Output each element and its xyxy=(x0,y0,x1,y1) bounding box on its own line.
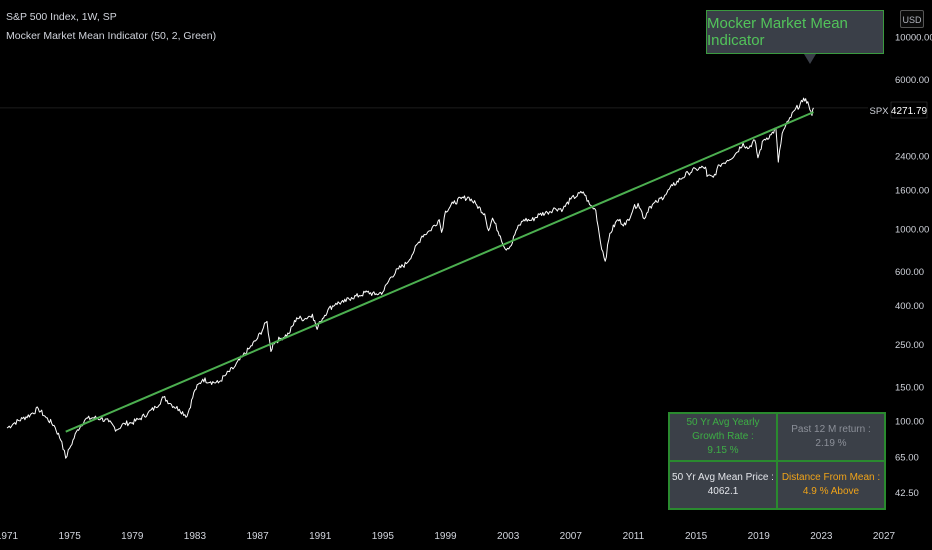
y-tick-label: 1600.00 xyxy=(895,185,929,196)
past-return-cell: Past 12 M return : 2.19 % xyxy=(778,414,884,460)
y-tick-label: 42.50 xyxy=(895,488,919,499)
x-tick-label: 1995 xyxy=(372,531,395,542)
x-tick-label: 1971 xyxy=(0,531,19,542)
stats-table: 50 Yr Avg Yearly Growth Rate : 9.15 % Pa… xyxy=(668,412,886,510)
x-tick-label: 2007 xyxy=(560,531,583,542)
y-tick-label: 150.00 xyxy=(895,383,924,394)
x-axis-ticks: 1971 1975 1979 1983 1987 1991 1995 1999 2003 2007… xyxy=(0,531,896,542)
price-label-value: 4271.79 xyxy=(891,106,928,117)
distance-from-mean-label: Distance From Mean : xyxy=(781,472,881,483)
x-tick-label: 1991 xyxy=(309,531,332,542)
x-tick-label: 2011 xyxy=(623,531,645,542)
mean-price-cell: 50 Yr Avg Mean Price : 4062.1 xyxy=(670,462,776,508)
x-tick-label: 1975 xyxy=(59,531,82,542)
growth-rate-value: 9.15 % xyxy=(707,445,739,456)
y-tick-label: 10000.00 xyxy=(895,33,932,44)
y-tick-label: 100.00 xyxy=(895,417,924,428)
price-label: SPX 4271.79 xyxy=(868,101,928,119)
mean-price-value: 4062.1 xyxy=(707,486,739,497)
y-tick-label: 250.00 xyxy=(895,340,924,351)
y-tick-label: 600.00 xyxy=(895,267,924,278)
x-tick-label: 1987 xyxy=(246,531,269,542)
chart-title: S&P 500 Index, 1W, SP xyxy=(6,11,117,23)
y-tick-label: 1000.00 xyxy=(895,225,929,236)
mean-trend-line xyxy=(65,111,814,433)
y-tick-label: 65.00 xyxy=(895,452,919,463)
annotation-pointer xyxy=(804,54,816,64)
x-tick-label: 2027 xyxy=(873,531,896,542)
past-return-value: 2.19 % xyxy=(815,438,847,449)
price-label-symbol: SPX xyxy=(869,106,889,117)
indicator-legend[interactable]: Mocker Market Mean Indicator (50, 2, Gre… xyxy=(6,30,217,42)
x-tick-label: 2003 xyxy=(497,531,520,542)
distance-from-mean-value: 4.9 % Above xyxy=(802,486,860,497)
x-tick-label: 1983 xyxy=(184,531,207,542)
x-tick-label: 1999 xyxy=(434,531,457,542)
x-tick-label: 1979 xyxy=(121,531,144,542)
distance-from-mean-cell: Distance From Mean : 4.9 % Above xyxy=(778,462,884,508)
y-tick-label: 2400.00 xyxy=(895,151,929,162)
growth-rate-label: 50 Yr Avg Yearly Growth Rate : xyxy=(686,417,760,442)
y-tick-label: 400.00 xyxy=(895,301,924,312)
past-return-label: Past 12 M return : xyxy=(791,424,871,435)
y-axis-ticks: 10000.00 6000.00 2400.00 1600.00 1000.00 600.… xyxy=(895,33,932,499)
mean-price-label: 50 Yr Avg Mean Price : xyxy=(672,472,774,483)
x-tick-label: 2023 xyxy=(810,531,833,542)
spx-price-line xyxy=(6,97,814,459)
x-tick-label: 2015 xyxy=(685,531,708,542)
indicator-annotation: Mocker Market Mean Indicator xyxy=(706,10,884,54)
y-tick-label: 6000.00 xyxy=(895,75,929,86)
y-axis-panel xyxy=(890,0,932,526)
currency-badge[interactable]: USD xyxy=(900,10,924,28)
x-tick-label: 2019 xyxy=(748,531,771,542)
growth-rate-cell: 50 Yr Avg Yearly Growth Rate : 9.15 % xyxy=(670,414,776,460)
